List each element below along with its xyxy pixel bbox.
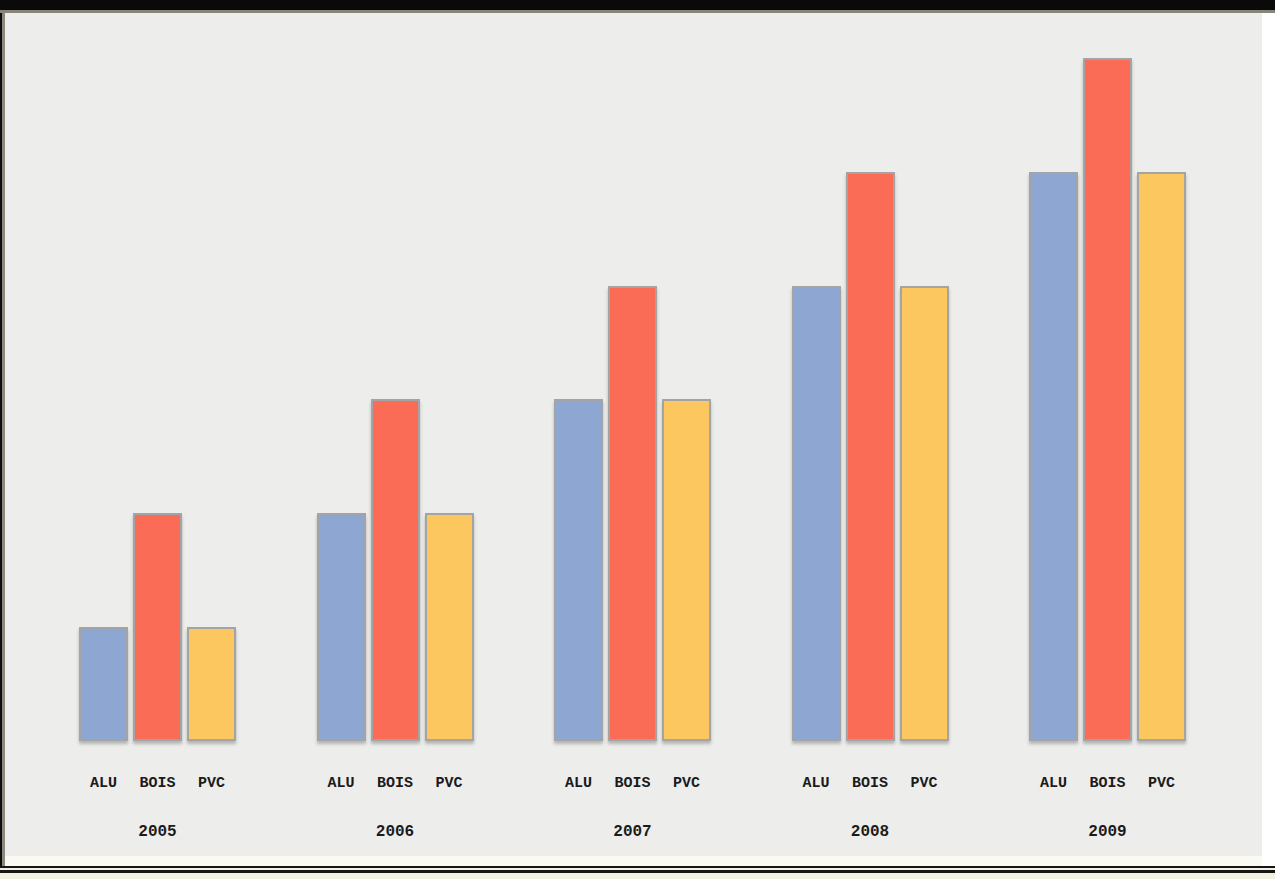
material-label-bois: BOIS bbox=[608, 775, 657, 795]
bar-group-2006: ALUBOISPVC 2006 bbox=[317, 13, 474, 841]
year-label-2007: 2007 bbox=[554, 823, 711, 841]
material-labels-row: ALUBOISPVC bbox=[1029, 775, 1186, 795]
year-label-2009: 2009 bbox=[1029, 823, 1186, 841]
bars-row bbox=[317, 13, 474, 741]
bar-group-2008: ALUBOISPVC 2008 bbox=[792, 13, 949, 841]
material-labels-row: ALUBOISPVC bbox=[79, 775, 236, 795]
material-label-alu: ALU bbox=[554, 775, 603, 795]
bar-pvc-2009 bbox=[1137, 172, 1186, 741]
bar-alu-2009 bbox=[1029, 172, 1078, 741]
material-label-alu: ALU bbox=[317, 775, 366, 795]
material-label-alu: ALU bbox=[792, 775, 841, 795]
bars-row bbox=[79, 13, 236, 741]
bar-bois-2009 bbox=[1083, 58, 1132, 741]
bar-group-2005: ALUBOISPVC 2005 bbox=[79, 13, 236, 841]
bar-pvc-2008 bbox=[900, 286, 949, 741]
material-label-pvc: PVC bbox=[662, 775, 711, 795]
material-labels-row: ALUBOISPVC bbox=[554, 775, 711, 795]
material-label-bois: BOIS bbox=[133, 775, 182, 795]
bar-alu-2005 bbox=[79, 627, 128, 741]
bottom-double-rule bbox=[0, 868, 1275, 873]
bar-bois-2006 bbox=[371, 399, 420, 741]
material-label-bois: BOIS bbox=[1083, 775, 1132, 795]
plot-area: ALUBOISPVC2005ALUBOISPVC2006ALUBOISPVC20… bbox=[5, 13, 1262, 856]
material-label-pvc: PVC bbox=[900, 775, 949, 795]
material-labels-row: ALUBOISPVC bbox=[317, 775, 474, 795]
slide-canvas: ALUBOISPVC2005ALUBOISPVC2006ALUBOISPVC20… bbox=[0, 0, 1275, 879]
bar-bois-2005 bbox=[133, 513, 182, 741]
material-label-bois: BOIS bbox=[846, 775, 895, 795]
bar-alu-2008 bbox=[792, 286, 841, 741]
bars-row bbox=[554, 13, 711, 741]
bar-pvc-2006 bbox=[425, 513, 474, 741]
material-label-pvc: PVC bbox=[1137, 775, 1186, 795]
year-label-2006: 2006 bbox=[317, 823, 474, 841]
bar-group-2007: ALUBOISPVC 2007 bbox=[554, 13, 711, 841]
material-label-alu: ALU bbox=[79, 775, 128, 795]
material-label-pvc: PVC bbox=[187, 775, 236, 795]
year-label-2008: 2008 bbox=[792, 823, 949, 841]
bar-bois-2007 bbox=[608, 286, 657, 741]
bar-bois-2008 bbox=[846, 172, 895, 741]
material-labels-row: ALUBOISPVC bbox=[792, 775, 949, 795]
bars-row bbox=[1029, 13, 1186, 741]
bottom-strip bbox=[0, 866, 1275, 879]
bar-alu-2007 bbox=[554, 399, 603, 741]
bar-alu-2006 bbox=[317, 513, 366, 741]
material-label-alu: ALU bbox=[1029, 775, 1078, 795]
chart-frame: ALUBOISPVC2005ALUBOISPVC2006ALUBOISPVC20… bbox=[0, 13, 1262, 866]
year-label-2005: 2005 bbox=[79, 823, 236, 841]
bar-pvc-2007 bbox=[662, 399, 711, 741]
material-label-pvc: PVC bbox=[425, 775, 474, 795]
bar-group-2009: ALUBOISPVC 2009 bbox=[1029, 13, 1186, 841]
bar-pvc-2005 bbox=[187, 627, 236, 741]
bars-row bbox=[792, 13, 949, 741]
material-label-bois: BOIS bbox=[371, 775, 420, 795]
